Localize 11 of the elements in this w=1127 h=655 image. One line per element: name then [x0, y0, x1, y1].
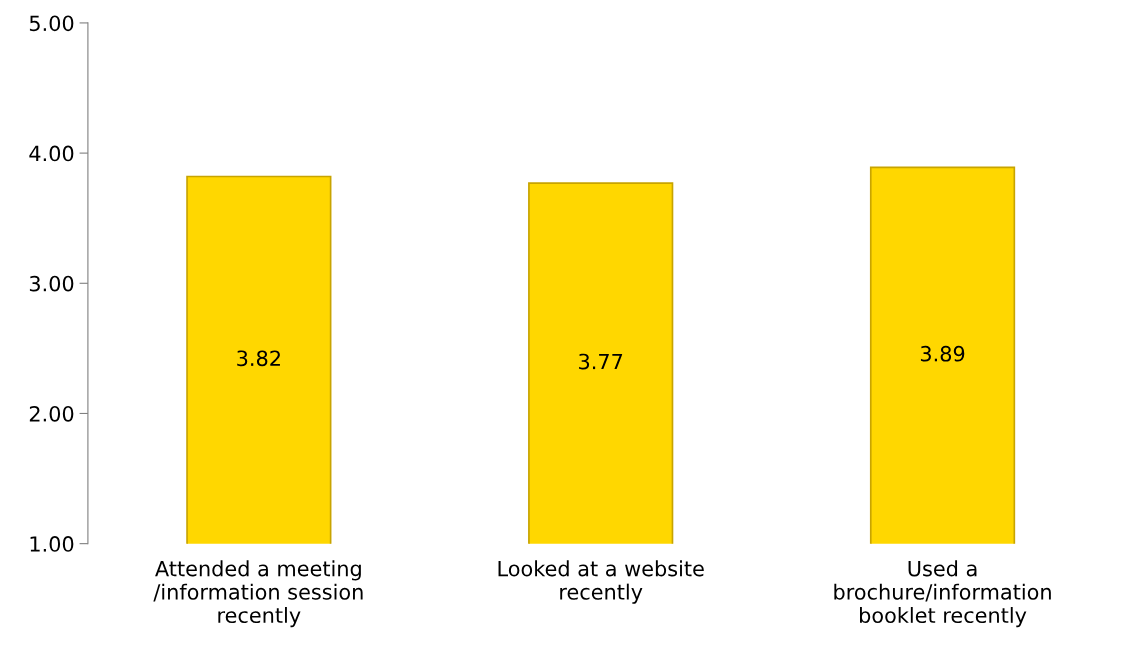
y-tick-label: 1.00	[30, 536, 74, 552]
y-tick-label: 3.00	[29, 275, 74, 292]
data-label: 3.82	[237, 350, 280, 367]
data-label: 3.77	[579, 353, 623, 370]
x-tick-label: Looked at a website recently	[498, 560, 704, 604]
x-tick-label: Used a brochure/information booklet recently	[834, 560, 1051, 628]
y-tick-label: 2.00	[29, 405, 74, 422]
y-tick-label: 5.00	[29, 15, 74, 32]
x-tick-label: Attended a meeting /information session recently	[153, 560, 363, 628]
data-label: 3.89	[920, 345, 965, 362]
y-tick-label: 4.00	[29, 145, 74, 162]
